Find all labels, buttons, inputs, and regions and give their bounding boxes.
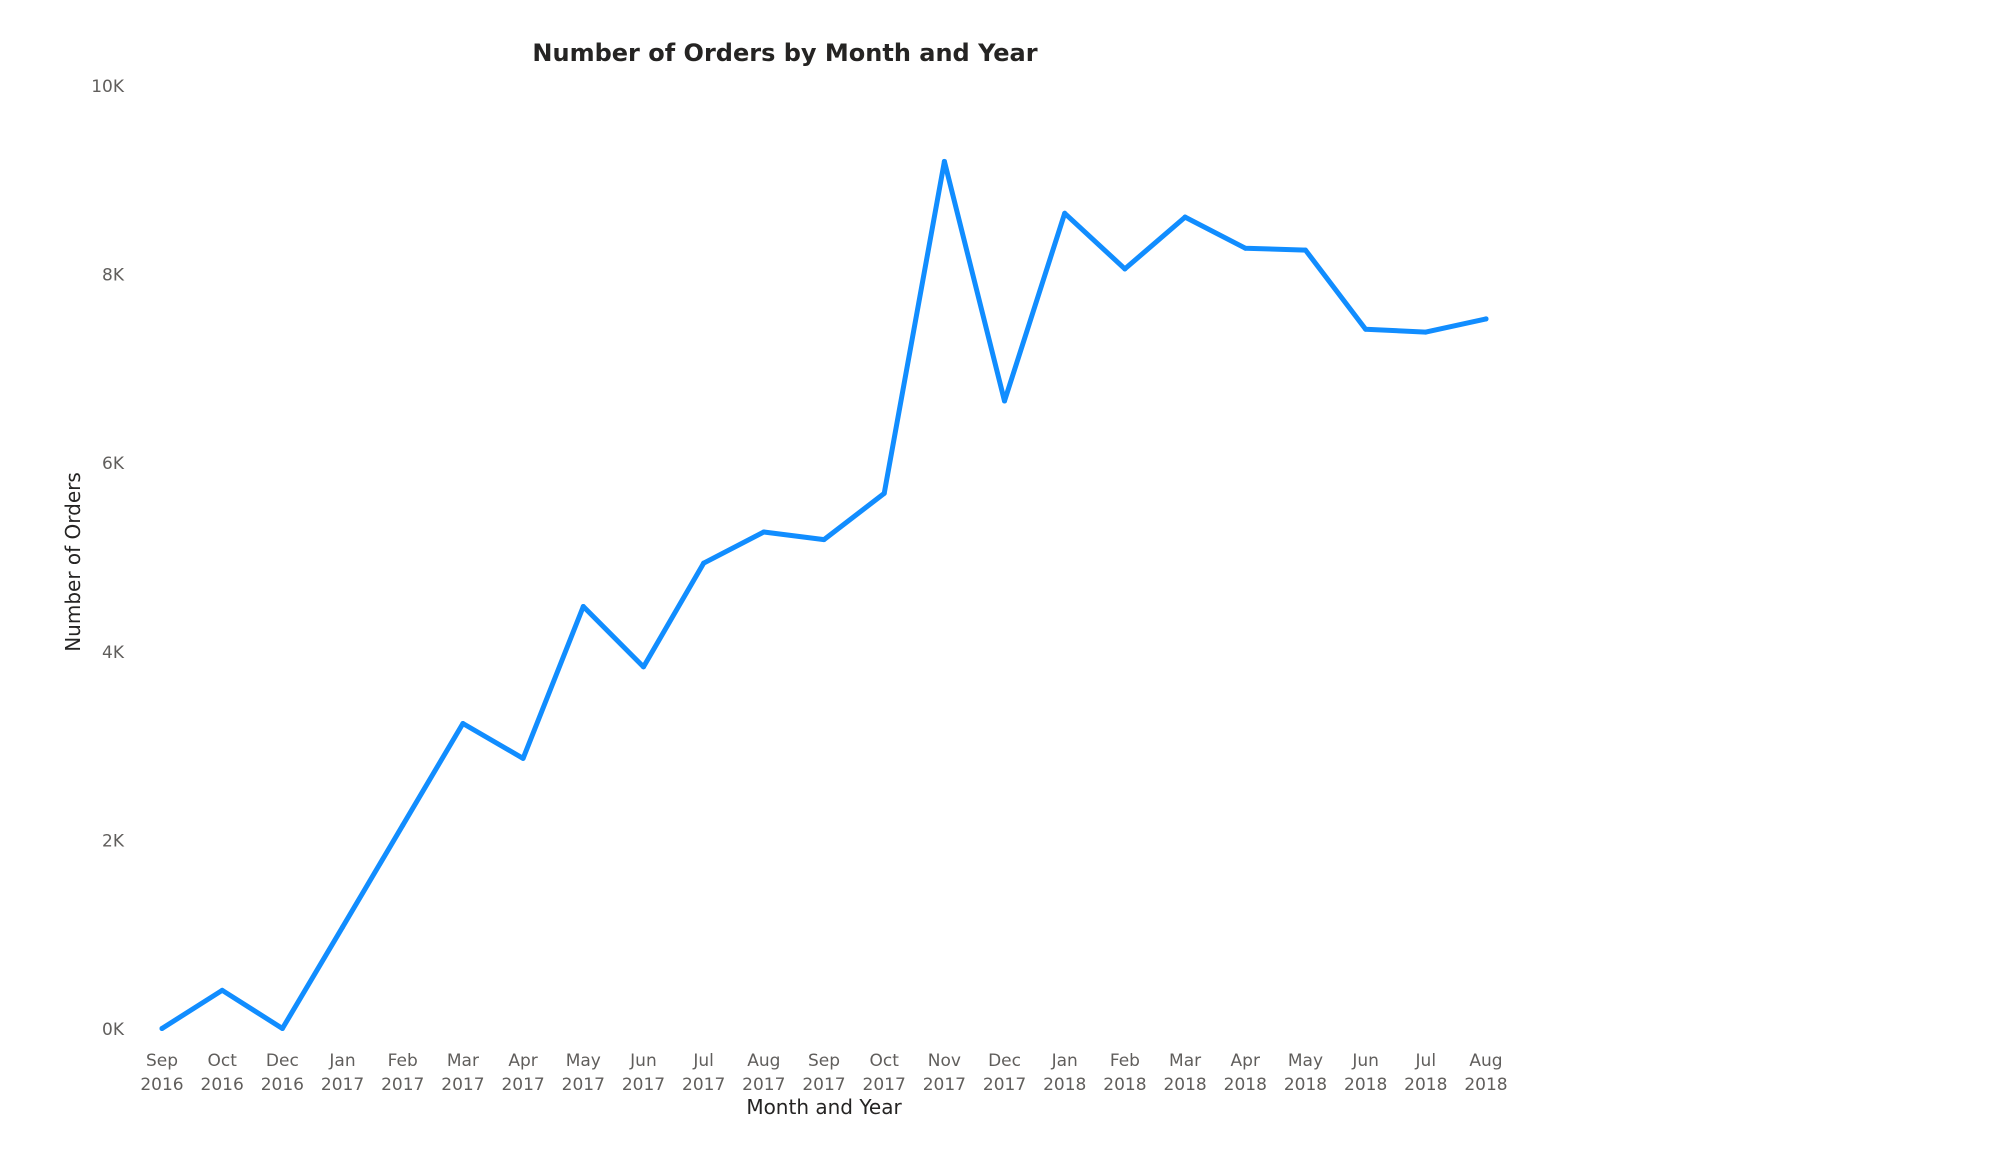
x-tick-month-label: Mar bbox=[1169, 1051, 1201, 1071]
x-tick-month-label: Feb bbox=[388, 1051, 418, 1071]
x-tick-month-label: May bbox=[566, 1051, 601, 1071]
x-tick-month-label: Jul bbox=[692, 1051, 714, 1071]
data-point[interactable] bbox=[1062, 210, 1068, 216]
x-tick-year-label: 2017 bbox=[562, 1075, 605, 1095]
x-tick-month-label: Jun bbox=[1351, 1051, 1379, 1071]
x-tick-year-label: 2017 bbox=[742, 1075, 785, 1095]
y-tick-label: 4K bbox=[102, 643, 125, 663]
x-tick-month-label: Sep bbox=[146, 1051, 178, 1071]
x-tick-month-label: Jan bbox=[1051, 1051, 1078, 1071]
series-group bbox=[159, 158, 1489, 1032]
x-tick-month-label: Oct bbox=[869, 1051, 899, 1071]
x-tick-year-label: 2018 bbox=[1043, 1075, 1086, 1095]
x-tick-month-label: Jul bbox=[1415, 1051, 1437, 1071]
x-tick-month-label: Dec bbox=[266, 1051, 299, 1071]
data-point[interactable] bbox=[460, 720, 466, 726]
x-tick-year-label: 2018 bbox=[1344, 1075, 1387, 1095]
x-tick-month-label: Feb bbox=[1110, 1051, 1140, 1071]
data-point[interactable] bbox=[941, 158, 947, 164]
x-tick-year-label: 2018 bbox=[1284, 1075, 1327, 1095]
y-tick-label: 10K bbox=[91, 77, 125, 97]
x-tick-year-label: 2018 bbox=[1404, 1075, 1447, 1095]
x-tick-month-label: Aug bbox=[1469, 1051, 1502, 1071]
x-tick-year-label: 2016 bbox=[201, 1075, 244, 1095]
x-tick-month-label: May bbox=[1288, 1051, 1323, 1071]
data-point[interactable] bbox=[279, 1026, 285, 1032]
y-tick-label: 8K bbox=[102, 266, 125, 286]
x-tick-year-label: 2016 bbox=[140, 1075, 183, 1095]
x-tick-year-label: 2017 bbox=[381, 1075, 424, 1095]
data-point[interactable] bbox=[1242, 245, 1248, 251]
y-tick-label: 6K bbox=[102, 454, 125, 474]
x-tick-month-label: Oct bbox=[207, 1051, 237, 1071]
x-tick-year-label: 2017 bbox=[321, 1075, 364, 1095]
x-tick-month-label: Aug bbox=[747, 1051, 780, 1071]
x-tick-year-label: 2018 bbox=[1464, 1075, 1507, 1095]
x-tick-year-label: 2018 bbox=[1103, 1075, 1146, 1095]
data-point[interactable] bbox=[520, 755, 526, 761]
data-point[interactable] bbox=[1302, 247, 1308, 253]
y-axis-title: Number of Orders bbox=[61, 472, 85, 652]
x-tick-month-label: Jun bbox=[629, 1051, 657, 1071]
data-point[interactable] bbox=[640, 664, 646, 670]
x-tick-month-label: Apr bbox=[1231, 1051, 1260, 1071]
x-tick-year-label: 2017 bbox=[682, 1075, 725, 1095]
data-point[interactable] bbox=[340, 924, 346, 930]
data-point[interactable] bbox=[1002, 398, 1008, 404]
x-tick-year-label: 2018 bbox=[1163, 1075, 1206, 1095]
data-point[interactable] bbox=[400, 822, 406, 828]
y-tick-label: 2K bbox=[102, 831, 125, 851]
x-tick-year-label: 2017 bbox=[501, 1075, 544, 1095]
data-point[interactable] bbox=[1483, 316, 1489, 322]
x-tick-month-label: Apr bbox=[508, 1051, 537, 1071]
data-point[interactable] bbox=[1122, 266, 1128, 272]
x-tick-month-label: Mar bbox=[447, 1051, 479, 1071]
data-point[interactable] bbox=[159, 1026, 165, 1032]
x-tick-year-label: 2017 bbox=[802, 1075, 845, 1095]
data-point[interactable] bbox=[580, 604, 586, 610]
data-point[interactable] bbox=[219, 987, 225, 993]
x-tick-month-label: Jan bbox=[328, 1051, 355, 1071]
x-tick-month-label: Sep bbox=[808, 1051, 840, 1071]
x-tick-year-label: 2017 bbox=[923, 1075, 966, 1095]
data-point[interactable] bbox=[1363, 326, 1369, 332]
x-tick-month-label: Dec bbox=[988, 1051, 1021, 1071]
series-line bbox=[159, 158, 1489, 1031]
data-point[interactable] bbox=[761, 529, 767, 535]
x-tick-year-label: 2017 bbox=[622, 1075, 665, 1095]
x-axis: Sep 2016 Oct 2016 Dec 2016 Jan 2017 Feb 2017 Mar 20… bbox=[140, 1051, 1507, 1095]
data-point[interactable] bbox=[1182, 214, 1188, 220]
x-tick-year-label: 2016 bbox=[261, 1075, 304, 1095]
x-tick-year-label: 2018 bbox=[1224, 1075, 1267, 1095]
data-point[interactable] bbox=[821, 537, 827, 543]
y-tick-label: 0K bbox=[102, 1020, 125, 1040]
x-tick-month-label: Nov bbox=[928, 1051, 961, 1071]
data-point[interactable] bbox=[1423, 329, 1429, 335]
y-axis: 0K 2K 4K 6K 8K 10K bbox=[91, 77, 125, 1040]
x-tick-year-label: 2017 bbox=[863, 1075, 906, 1095]
chart-title: Number of Orders by Month and Year bbox=[532, 39, 1037, 67]
x-tick-year-label: 2017 bbox=[441, 1075, 484, 1095]
x-tick-year-label: 2017 bbox=[983, 1075, 1026, 1095]
data-point[interactable] bbox=[881, 490, 887, 496]
x-axis-title: Month and Year bbox=[746, 1095, 902, 1119]
data-point[interactable] bbox=[701, 560, 707, 566]
